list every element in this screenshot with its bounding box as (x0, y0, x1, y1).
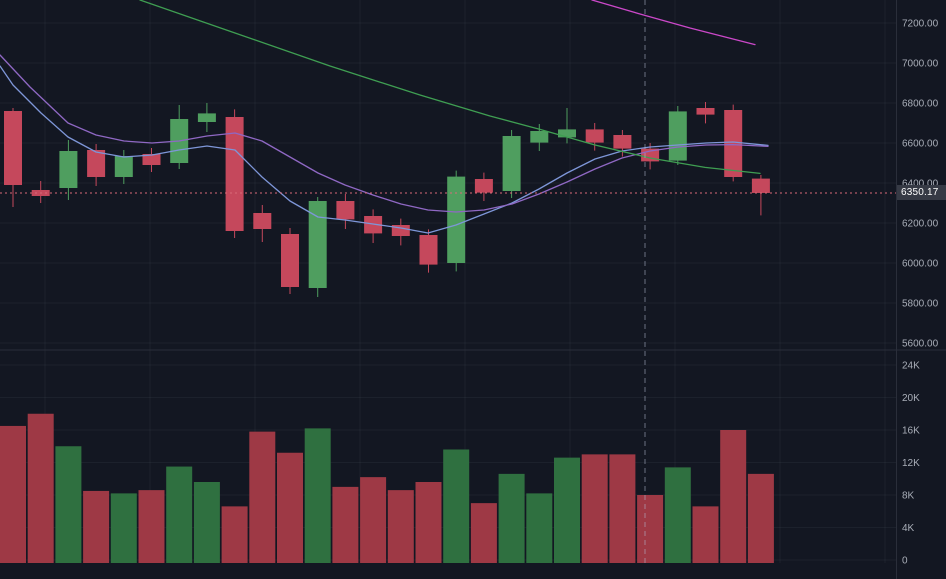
volume-bar (526, 493, 553, 563)
volume-bar (27, 413, 54, 563)
last-price-label: 6350.17 (897, 185, 946, 201)
candle-body (336, 201, 355, 220)
price-axis-label: 7000.00 (902, 59, 939, 70)
volume-bar (83, 490, 110, 563)
price-axis-label: 5600.00 (902, 339, 939, 350)
candle-body (225, 117, 244, 231)
ma-fast-line (0, 65, 769, 234)
volume-bar (637, 495, 664, 563)
volume-bar (277, 452, 303, 563)
price-axis-label: 6600.00 (902, 139, 939, 150)
volume-axis-label: 8K (902, 491, 915, 502)
volume-bar (249, 431, 276, 563)
candle-body (281, 234, 299, 287)
volume-bar (332, 486, 359, 563)
price-axis-label: 6200.00 (902, 219, 939, 230)
volume-axis-label: 16K (902, 426, 920, 437)
volume-bar (692, 506, 719, 563)
candle-body (558, 129, 576, 138)
volume-bar (581, 454, 608, 563)
candle-body (87, 150, 106, 177)
volume-bar (664, 467, 691, 563)
volume-bar (720, 430, 747, 563)
volume-bar (387, 490, 414, 563)
volume-bar (55, 446, 82, 563)
candle-body (4, 111, 22, 185)
candle-body (668, 111, 687, 161)
volume-bar (193, 482, 220, 563)
price-axis-label: 5800.00 (902, 299, 939, 310)
price-axis-label: 6400.00 (902, 179, 939, 190)
candle-body (751, 178, 770, 193)
candle-body (253, 213, 272, 229)
volume-bar (554, 457, 580, 563)
volume-bar (415, 482, 442, 563)
candle-body (59, 151, 78, 188)
ma-mid-line (0, 54, 769, 213)
volume-bar (166, 466, 193, 563)
volume-axis-label: 4K (902, 523, 915, 534)
candle-body (585, 129, 604, 143)
candle-body (502, 136, 521, 191)
candle-body (114, 156, 133, 177)
volume-bar (110, 493, 137, 563)
volume-bar (747, 473, 774, 563)
price-axis-label: 7200.00 (902, 19, 939, 30)
volume-series (0, 413, 774, 563)
candle-body (530, 131, 549, 143)
volume-bar (609, 454, 636, 563)
volume-bar (470, 503, 497, 563)
volume-bar (0, 425, 26, 563)
volume-axis-label: 20K (902, 393, 920, 404)
volume-bar (221, 506, 248, 563)
candle-body (474, 179, 493, 193)
candle-body (308, 201, 327, 288)
volume-axis-label: 12K (902, 458, 920, 469)
candle-body (447, 176, 466, 263)
volume-bar (498, 473, 525, 563)
candle-body (364, 216, 383, 234)
candle-body (613, 135, 632, 149)
candle-body (419, 235, 438, 265)
ma-long-line (591, 0, 756, 46)
volume-axis-label: 0 (902, 556, 908, 567)
volume-bar (304, 428, 331, 563)
candle-body (197, 113, 216, 122)
moving-average-lines (0, 0, 769, 234)
volume-bar (360, 477, 387, 563)
volume-bar (138, 490, 165, 563)
candle-body (696, 108, 715, 115)
candle-body (391, 225, 410, 236)
price-axis-label: 6000.00 (902, 259, 939, 270)
price-axis-label: 6800.00 (902, 99, 939, 110)
volume-axis-label: 24K (902, 361, 920, 372)
ma-slow-line (139, 0, 761, 175)
candle-body (142, 154, 161, 165)
candle-body (724, 110, 743, 177)
volume-bar (443, 449, 470, 563)
